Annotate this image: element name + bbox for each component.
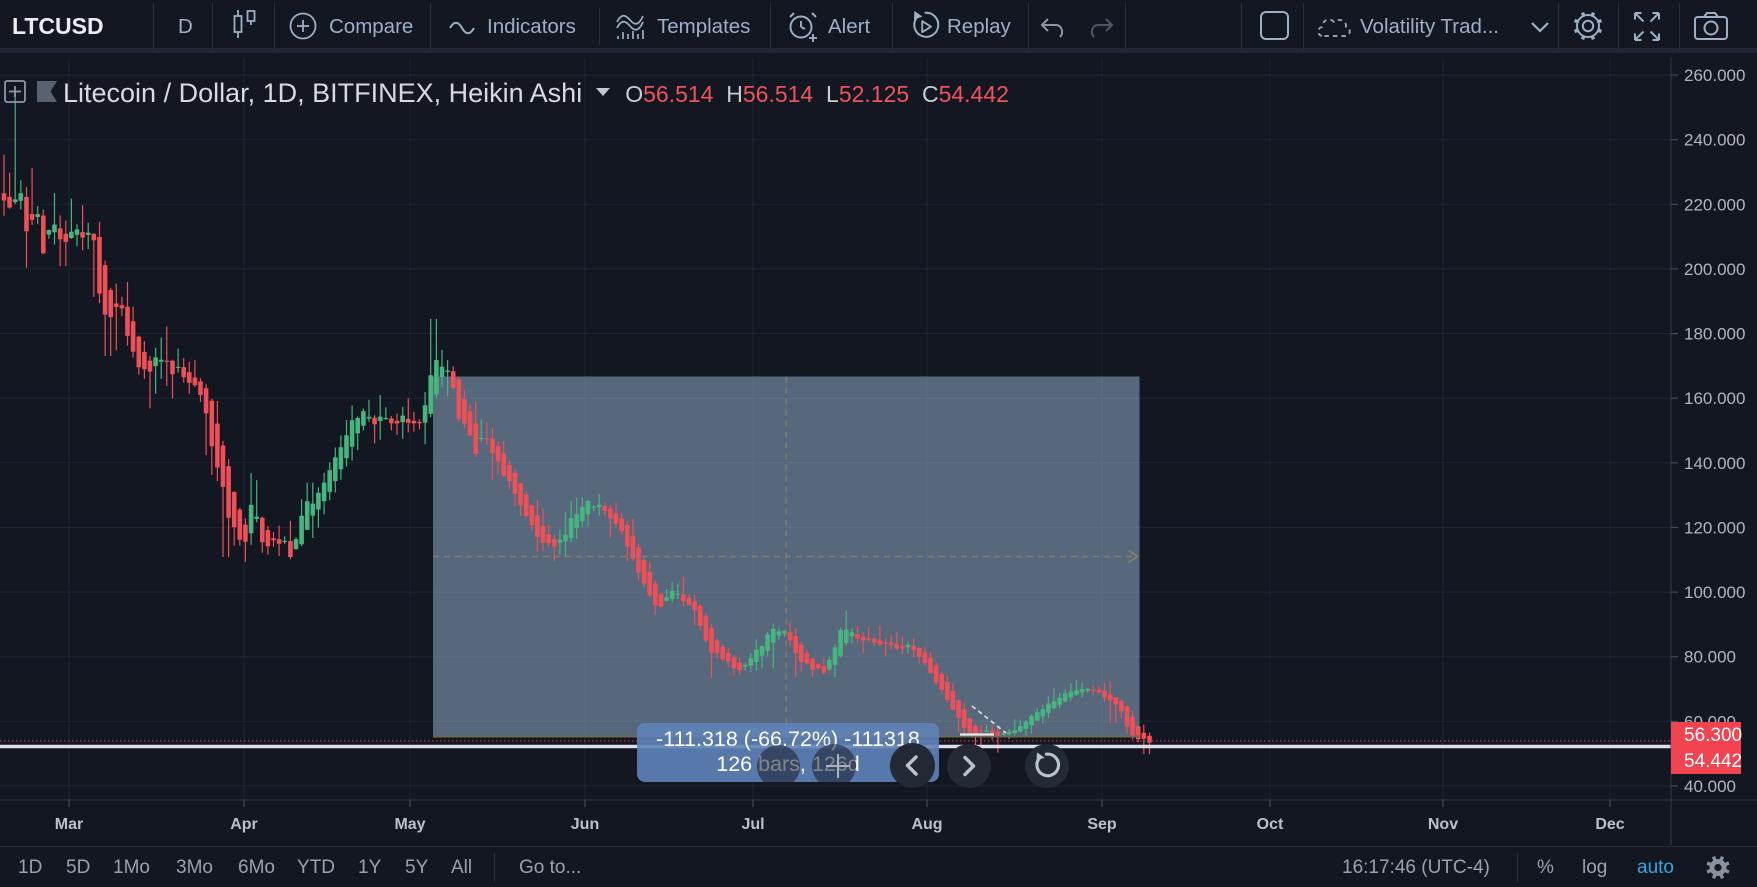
svg-text:Oct: Oct [1257, 816, 1284, 833]
svg-text:160.000: 160.000 [1684, 389, 1745, 408]
svg-text:100.000: 100.000 [1684, 583, 1745, 602]
svg-text:260.000: 260.000 [1684, 66, 1745, 85]
svg-text:200.000: 200.000 [1684, 260, 1745, 279]
svg-text:54.442: 54.442 [1684, 751, 1742, 772]
svg-text:120.000: 120.000 [1684, 518, 1745, 537]
svg-text:40.000: 40.000 [1684, 777, 1736, 796]
svg-text:240.000: 240.000 [1684, 131, 1745, 150]
svg-text:80.000: 80.000 [1684, 648, 1736, 667]
svg-text:220.000: 220.000 [1684, 195, 1745, 214]
svg-text:Jun: Jun [571, 816, 599, 833]
svg-text:Dec: Dec [1595, 816, 1624, 833]
svg-text:Nov: Nov [1428, 816, 1458, 833]
svg-text:Aug: Aug [911, 816, 942, 833]
svg-text:180.000: 180.000 [1684, 325, 1745, 344]
svg-text:Mar: Mar [55, 816, 83, 833]
svg-text:Sep: Sep [1087, 816, 1117, 833]
svg-text:56.300: 56.300 [1684, 725, 1742, 746]
svg-text:Jul: Jul [741, 816, 764, 833]
svg-text:140.000: 140.000 [1684, 454, 1745, 473]
svg-text:May: May [394, 816, 425, 833]
svg-text:Apr: Apr [230, 816, 258, 833]
